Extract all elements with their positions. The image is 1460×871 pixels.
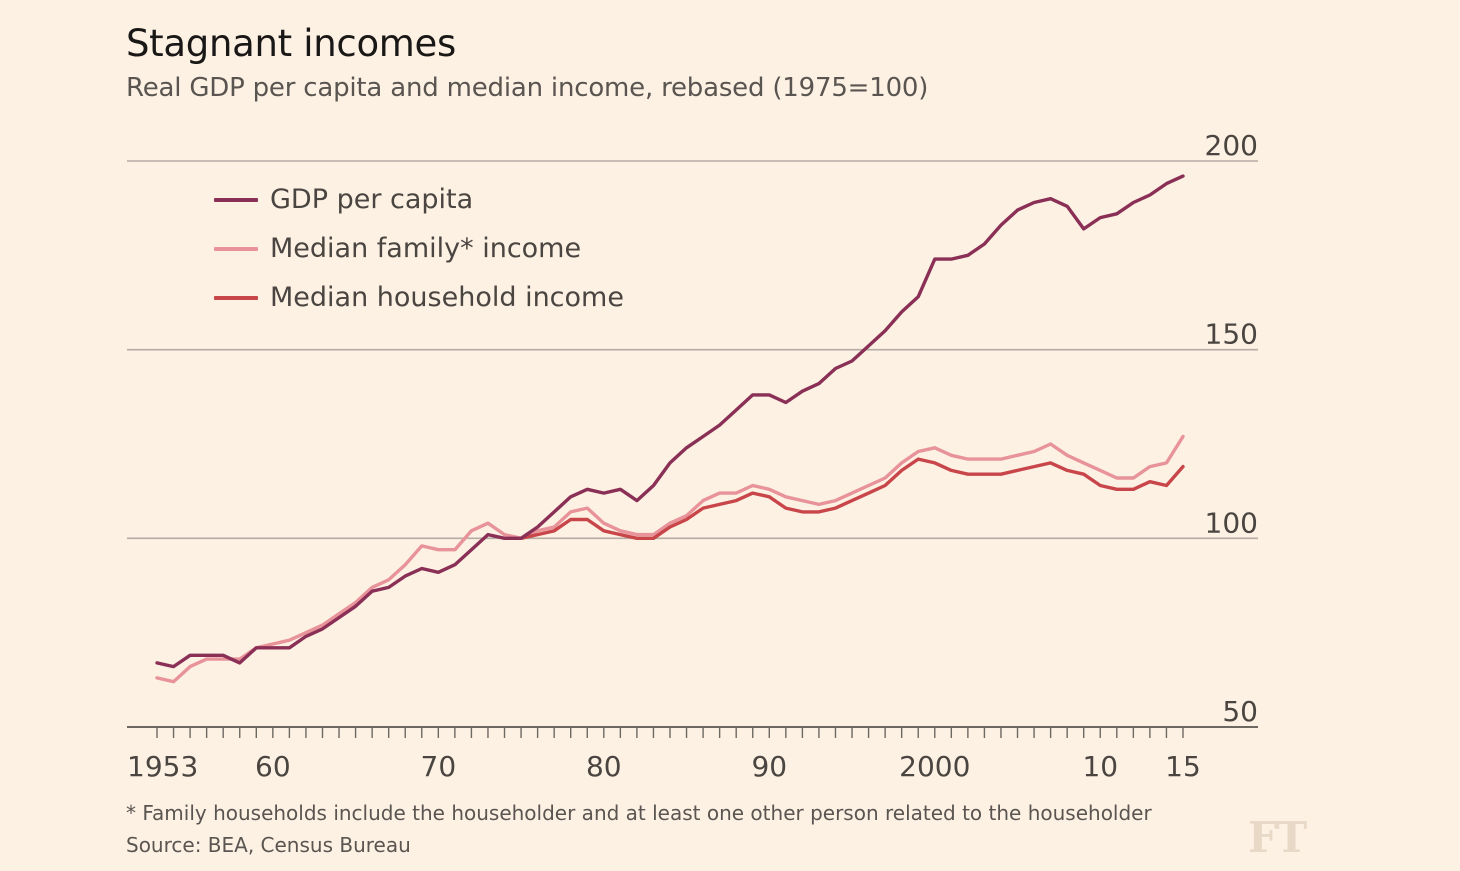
chart-title: Stagnant incomes <box>126 22 456 65</box>
x-tick-label-1980: 80 <box>586 750 622 783</box>
y-axis-labels: 50 100 150 200 <box>1205 129 1258 728</box>
legend-label-family: Median family* income <box>270 233 582 264</box>
y-tick-label-50: 50 <box>1222 695 1258 728</box>
y-tick-label-200: 200 <box>1205 129 1258 162</box>
ft-logo: FT <box>1248 813 1307 862</box>
legend-swatch-family <box>214 246 258 251</box>
series-line-household <box>519 457 1185 540</box>
legend-item-gdp: GDP per capita <box>214 175 624 224</box>
x-tick-label-2010: 10 <box>1082 750 1118 783</box>
x-tick-label-1970: 70 <box>421 750 457 783</box>
legend-label-household: Median household income <box>270 282 624 313</box>
chart-subtitle: Real GDP per capita and median income, r… <box>126 73 929 103</box>
legend: GDP per capita Median family* income Med… <box>214 175 624 322</box>
x-axis: 1953 60 70 80 90 2000 10 15 <box>127 727 1201 783</box>
legend-item-family: Median family* income <box>214 224 624 273</box>
x-tick-label-1960: 60 <box>255 750 291 783</box>
legend-swatch-household <box>214 295 258 300</box>
series-line-family <box>155 434 1185 684</box>
source-note: Source: BEA, Census Bureau <box>126 833 411 857</box>
y-tick-label-150: 150 <box>1205 318 1258 351</box>
x-tick-label-1953: 1953 <box>127 750 198 783</box>
legend-swatch-gdp <box>214 197 258 202</box>
x-tick-label-2015: 15 <box>1165 750 1201 783</box>
y-tick-label-100: 100 <box>1205 506 1258 539</box>
series-lines <box>155 174 1185 684</box>
series-line-gdp <box>155 174 1185 669</box>
grid-lines <box>127 160 1258 728</box>
footnote: * Family households include the househol… <box>126 801 1152 825</box>
x-tick-label-1990: 90 <box>751 750 787 783</box>
x-tick-label-2000: 2000 <box>899 750 970 783</box>
legend-item-household: Median household income <box>214 273 624 322</box>
legend-label-gdp: GDP per capita <box>270 184 474 215</box>
